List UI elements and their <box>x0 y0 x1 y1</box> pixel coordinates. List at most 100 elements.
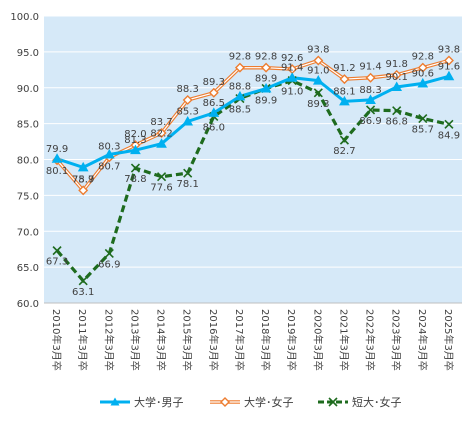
x-tick-label: 2014年3月卒 <box>155 309 168 371</box>
marker-diamond <box>417 62 428 73</box>
x-tick-label: 2015年3月卒 <box>181 309 194 371</box>
x-tick-label: 2023年3月卒 <box>390 309 403 371</box>
marker-cross-stroke <box>130 163 141 173</box>
data-label-university-women: 92.8 <box>412 52 434 63</box>
legend: 大学･男子 大学･女子 短大･女子 <box>100 395 402 409</box>
x-tick-label: 2025年3月卒 <box>442 309 455 371</box>
data-label-short-college-women: 91.0 <box>281 87 303 98</box>
marker-triangle <box>51 153 63 163</box>
data-label-short-college-women: 66.9 <box>98 259 120 270</box>
marker-triangle <box>443 70 455 81</box>
y-tick-label: 90.0 <box>17 84 39 95</box>
data-label-short-college-women: 77.6 <box>150 183 172 194</box>
x-tick-label: 2019年3月卒 <box>285 309 298 371</box>
marker-cross <box>156 172 167 182</box>
data-label-university-men: 90.1 <box>386 72 408 83</box>
marker-diamond <box>313 55 324 66</box>
marker-cross-stroke <box>313 88 323 98</box>
marker-triangle <box>77 161 89 172</box>
marker-cross-stroke <box>339 135 350 145</box>
marker-cross-stroke <box>392 106 402 116</box>
marker-cross <box>52 246 62 256</box>
data-label-university-women: 92.6 <box>281 53 303 64</box>
marker-triangle <box>365 94 376 104</box>
data-label-short-college-women: 67.3 <box>46 257 68 268</box>
data-label-university-women: 80.3 <box>98 141 120 152</box>
data-label-university-women: 91.8 <box>386 59 408 70</box>
legend-item-university-men: 大学･男子 <box>100 395 184 409</box>
series-line-short-college-women <box>55 78 450 284</box>
data-label-short-college-women: 82.7 <box>333 146 355 157</box>
data-label-short-college-women: 63.1 <box>72 287 94 298</box>
data-label-university-men: 91.6 <box>438 61 460 72</box>
legend-label: 短大･女子 <box>352 395 402 409</box>
x-tick-label: 2011年3月卒 <box>76 309 89 371</box>
marker-diamond <box>78 185 89 196</box>
x-tick-label: 2018年3月卒 <box>259 309 272 371</box>
legend-item-short-college-women: 短大･女子 <box>318 395 402 409</box>
marker-triangle <box>208 107 220 117</box>
marker-triangle <box>260 82 272 93</box>
marker-diamond <box>365 72 376 83</box>
marker-cross <box>130 163 141 173</box>
x-tick-label: 2021年3月卒 <box>337 309 350 371</box>
marker-cross <box>183 168 193 178</box>
data-label-university-men: 91.0 <box>307 66 329 77</box>
marker-cross <box>418 114 428 124</box>
y-tick-label: 80.0 <box>17 156 39 167</box>
y-tick-label: 95.0 <box>17 48 39 59</box>
data-label-university-women: 92.8 <box>255 52 277 63</box>
data-label-university-women: 91.2 <box>333 63 355 74</box>
legend-label: 大学･男子 <box>134 395 184 409</box>
data-label-university-women: 93.8 <box>307 44 329 55</box>
marker-diamond <box>391 69 402 80</box>
data-label-university-men: 80.7 <box>98 161 120 172</box>
legend-swatch-marker <box>110 397 120 406</box>
legend-item-university-women: 大学･女子 <box>210 395 294 409</box>
x-tick-label: 2020年3月卒 <box>311 309 324 371</box>
data-label-short-college-women: 78.1 <box>177 179 199 190</box>
marker-cross-stroke <box>156 172 167 182</box>
marker-diamond <box>234 62 245 73</box>
data-label-short-college-women: 89.9 <box>255 73 277 84</box>
y-tick-label: 100.0 <box>10 12 39 23</box>
marker-triangle <box>391 81 403 92</box>
marker-diamond <box>261 62 272 73</box>
data-label-university-women: 88.3 <box>177 84 199 95</box>
marker-triangle <box>417 77 429 88</box>
x-tick-label: 2010年3月卒 <box>50 309 63 371</box>
y-tick-label: 60.0 <box>17 299 39 310</box>
marker-triangle <box>234 90 246 101</box>
data-label-short-college-women: 86.0 <box>203 122 225 133</box>
marker-cross-stroke <box>104 248 114 259</box>
marker-cross <box>104 248 114 259</box>
marker-diamond <box>443 55 454 66</box>
data-label-university-men: 85.3 <box>177 106 199 117</box>
data-label-university-men: 82.2 <box>150 129 172 140</box>
data-label-university-men: 86.5 <box>203 98 225 109</box>
data-label-university-men: 78.9 <box>72 174 94 185</box>
plot-area: 60.0 65.0 70.0 75.0 80.0 85.0 90.0 95.0 100.0 201… <box>10 12 462 371</box>
marker-triangle <box>156 138 167 148</box>
legend-label: 大学･女子 <box>244 395 294 409</box>
data-label-short-college-women: 88.5 <box>229 105 251 116</box>
marker-triangle <box>103 148 115 159</box>
y-tick-label: 70.0 <box>17 227 39 238</box>
data-label-university-men: 88.1 <box>333 86 355 97</box>
marker-cross <box>365 105 376 115</box>
marker-cross-stroke <box>52 246 62 256</box>
data-label-university-women: 89.3 <box>203 77 225 88</box>
legend-swatch-marker <box>220 397 230 407</box>
marker-cross-stroke <box>418 114 428 124</box>
data-label-university-women: 92.8 <box>229 52 251 63</box>
x-tick-label: 2017年3月卒 <box>233 309 246 371</box>
data-label-university-women: 83.7 <box>150 117 172 128</box>
x-tick-label: 2024年3月卒 <box>416 309 429 371</box>
y-tick-label: 65.0 <box>17 263 39 274</box>
x-tick-label: 2012年3月卒 <box>102 309 115 371</box>
marker-diamond <box>182 94 193 105</box>
data-label-university-men: 89.9 <box>255 95 277 106</box>
data-label-university-women: 82.0 <box>124 129 146 140</box>
